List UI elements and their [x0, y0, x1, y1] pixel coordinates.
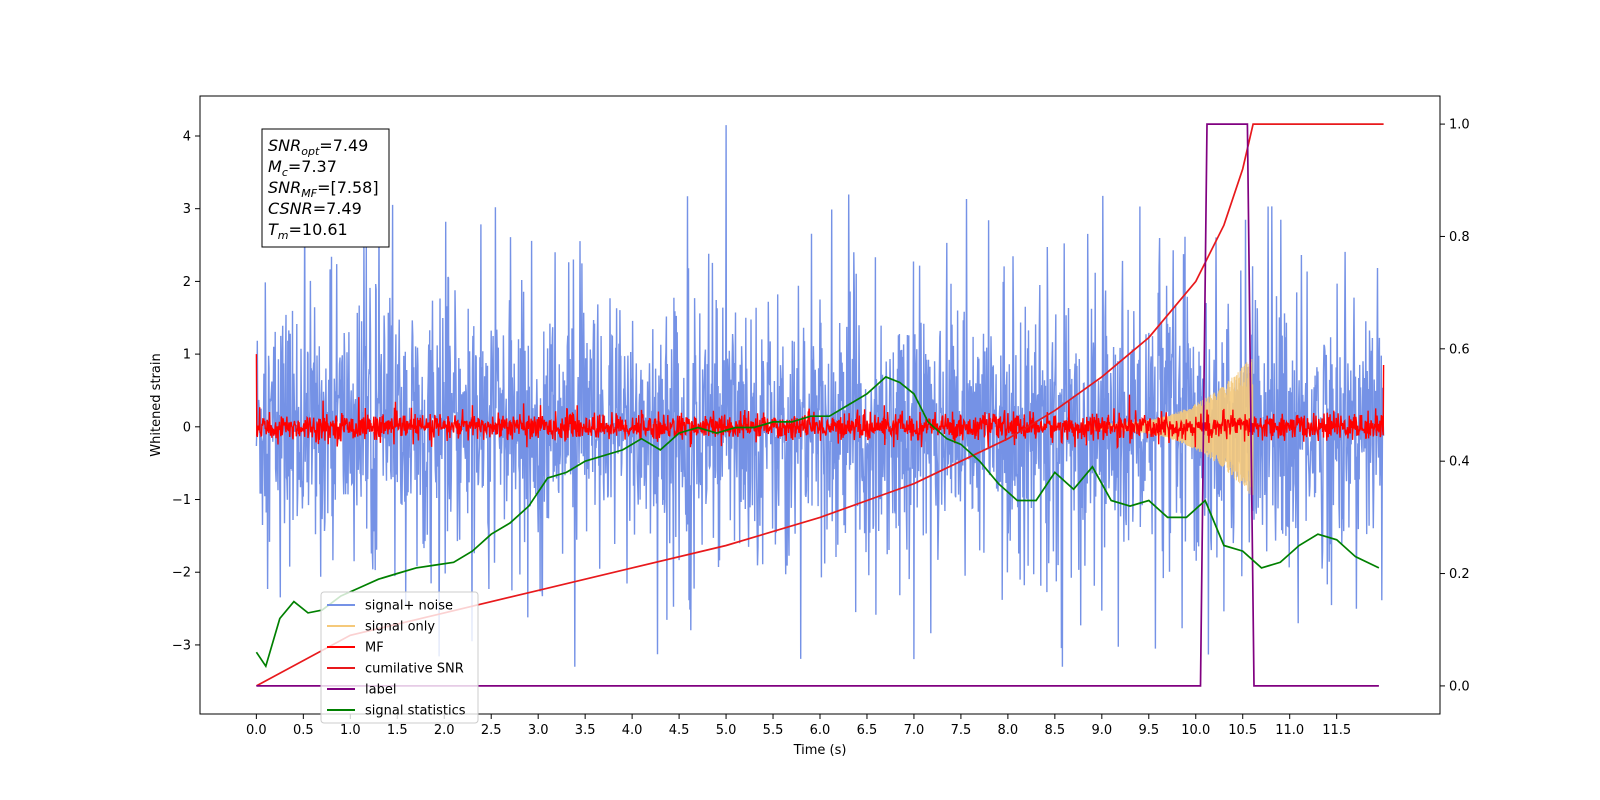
- series-signal-statistics-line: [255, 375, 1380, 669]
- legend-entry: cumilative SNR: [365, 662, 464, 677]
- y-left-tick-label: 0: [183, 420, 191, 435]
- series-mf-line: [255, 354, 1385, 450]
- y-right-tick-label: 1.0: [1449, 118, 1470, 133]
- x-tick-label: 2.0: [434, 723, 455, 738]
- legend-entry: signal statistics: [365, 704, 466, 719]
- x-tick-label: 8.5: [1045, 723, 1066, 738]
- y-right-tick-label: 0.0: [1449, 679, 1470, 694]
- x-tick-label: 11.5: [1322, 723, 1351, 738]
- x-tick-label: 0.0: [246, 723, 267, 738]
- x-tick-label: 0.5: [293, 723, 314, 738]
- x-tick-label: 9.0: [1091, 723, 1112, 738]
- series-cumilative-snr-line: [255, 123, 1384, 687]
- x-tick-label: 4.5: [669, 723, 690, 738]
- x-tick-label: 3.0: [528, 723, 549, 738]
- y-left-tick-label: −3: [172, 638, 191, 653]
- legend-entry: signal only: [365, 620, 435, 635]
- x-tick-label: 7.5: [951, 723, 972, 738]
- annotation-line: Mc=7.37: [268, 157, 337, 179]
- y-left-tick-label: 1: [183, 348, 191, 363]
- series-layer: [255, 123, 1385, 687]
- y-left-tick-label: 2: [183, 275, 191, 290]
- y-axis-label-left: Whitened strain: [149, 353, 164, 456]
- x-tick-label: 10.5: [1228, 723, 1257, 738]
- legend-entry: label: [365, 683, 396, 698]
- y-left-tick-label: −1: [172, 493, 191, 508]
- legend: signal+ noise signal only MF cumilative SNR…: [320, 591, 479, 724]
- y-right-tick-label: 0.4: [1449, 455, 1470, 470]
- y-left-tick-label: −2: [172, 566, 191, 581]
- x-tick-label: 1.5: [387, 723, 408, 738]
- annotation-frame: [261, 128, 390, 248]
- legend-entry: MF: [365, 641, 384, 656]
- y-left-tick-label: 3: [183, 202, 191, 217]
- x-tick-label: 4.0: [622, 723, 643, 738]
- annotation-line: SNRopt=7.49: [268, 136, 368, 158]
- y-right-tick-label: 0.6: [1449, 342, 1470, 357]
- x-axis-label: Time (s): [793, 743, 847, 758]
- annotation-line: Tm=10.61: [268, 220, 348, 242]
- x-tick-label: 2.5: [481, 723, 502, 738]
- x-tick-label: 5.0: [716, 723, 737, 738]
- annotation-line: CSNR=7.49: [268, 199, 362, 218]
- x-tick-label: 3.5: [575, 723, 596, 738]
- y-left-tick-label: 4: [183, 129, 191, 144]
- x-tick-label: 9.5: [1138, 723, 1159, 738]
- y-right-tick-label: 0.8: [1449, 230, 1470, 245]
- y-right-tick-label: 0.2: [1449, 567, 1470, 582]
- x-tick-label: 11.0: [1275, 723, 1304, 738]
- x-tick-label: 6.5: [857, 723, 878, 738]
- legend-frame: [320, 591, 479, 724]
- y-left-ticks: 4 3 2 1 0 −1 −2 −3: [172, 129, 200, 653]
- x-tick-label: 1.0: [340, 723, 361, 738]
- x-tick-label: 10.0: [1181, 723, 1210, 738]
- legend-entry: signal+ noise: [365, 599, 453, 614]
- x-tick-label: 7.0: [904, 723, 925, 738]
- x-tick-label: 8.0: [998, 723, 1019, 738]
- x-ticks: 0.0 0.5 1.0 1.5 2.0 2.5 3.0 3.5 4.0 4.5 5.0 5.5 6.0 6…: [246, 714, 1351, 738]
- x-tick-label: 6.0: [810, 723, 831, 738]
- series-label-line: [256, 123, 1379, 687]
- y-right-ticks: 0.0 0.2 0.4 0.6 0.8 1.0: [1440, 118, 1470, 694]
- annotation-line: SNRMF=[7.58]: [268, 178, 379, 200]
- x-tick-label: 5.5: [763, 723, 784, 738]
